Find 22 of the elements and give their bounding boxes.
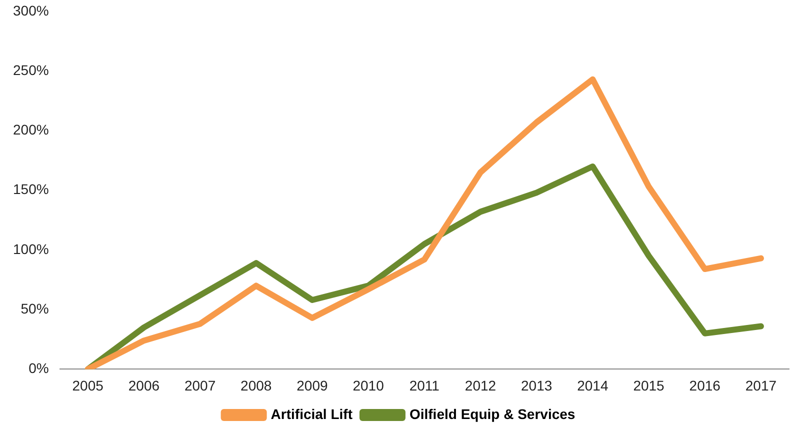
legend-label: Artificial Lift — [270, 406, 353, 422]
x-tick-label: 2006 — [128, 377, 160, 394]
x-tick-label: 2009 — [296, 377, 328, 394]
x-tick-label: 2005 — [72, 377, 104, 394]
x-tick-label: 2011 — [409, 377, 440, 394]
x-tick-label: 2017 — [745, 377, 777, 394]
x-tick-label: 2012 — [464, 377, 496, 394]
y-tick-label: 300% — [12, 2, 49, 18]
y-tick-label: 100% — [12, 240, 49, 257]
x-tick-label: 2008 — [240, 377, 272, 394]
y-tick-label: 50% — [20, 300, 49, 316]
legend-label: Oilfield Equip & Services — [409, 406, 576, 422]
y-tick-label: 150% — [12, 181, 49, 198]
x-tick-label: 2014 — [577, 377, 608, 394]
y-tick-label: 200% — [12, 122, 49, 138]
x-tick-label: 2007 — [184, 377, 216, 394]
x-tick-label: 2013 — [521, 377, 552, 394]
x-tick-label: 2015 — [633, 377, 665, 394]
x-tick-label: 2016 — [689, 377, 721, 394]
y-tick-label: 0% — [28, 360, 49, 376]
x-tick-label: 2010 — [352, 377, 384, 394]
y-tick-label: 250% — [12, 62, 49, 78]
